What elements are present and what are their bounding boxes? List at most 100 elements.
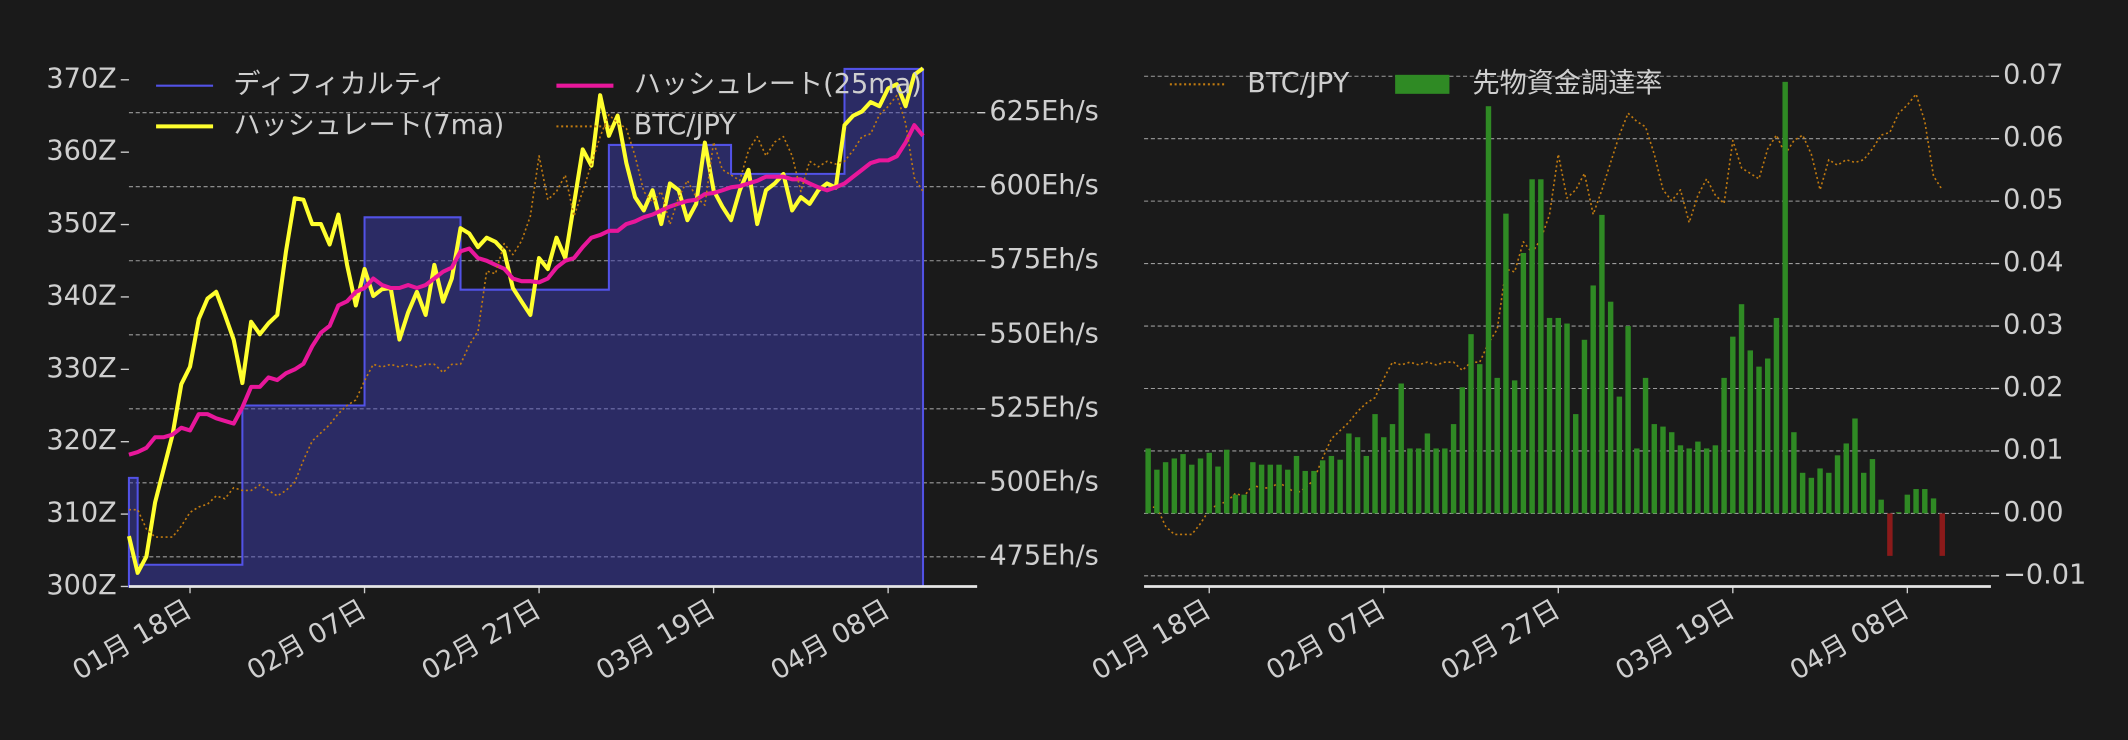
bar — [1407, 448, 1413, 514]
bar — [1302, 470, 1308, 514]
bar — [1852, 418, 1858, 514]
y-tick-label: 360Z — [46, 136, 116, 167]
bar — [1346, 433, 1352, 514]
bar — [1677, 445, 1684, 514]
bar — [1354, 437, 1361, 514]
bar — [1642, 377, 1649, 514]
bar — [1834, 455, 1841, 514]
bar — [1162, 462, 1169, 514]
bar — [1922, 489, 1928, 514]
bar — [1669, 432, 1675, 514]
bar — [1651, 424, 1657, 514]
bar — [1904, 494, 1911, 514]
y-tick-label: 625Eh/s — [989, 96, 1098, 127]
series-line — [1148, 93, 1943, 536]
legend-label: ハッシュレート(7ma) — [233, 110, 504, 141]
bar — [1459, 387, 1466, 514]
y-tick-label: 340Z — [46, 280, 116, 311]
bar — [1520, 252, 1527, 514]
bar — [1791, 432, 1797, 514]
series-line — [126, 66, 925, 575]
y-tick-label: 0.04 — [2003, 247, 2063, 278]
bar — [1738, 304, 1745, 514]
legend-label: BTC/JPY — [634, 110, 736, 141]
bar — [1477, 364, 1483, 514]
bar — [1616, 396, 1623, 514]
bar — [1180, 454, 1186, 514]
y-tick-label: 500Eh/s — [989, 466, 1098, 497]
bar — [1433, 448, 1439, 514]
y-tick-label: 330Z — [46, 353, 116, 384]
y-tick-label: 320Z — [46, 425, 116, 456]
legend-label: ハッシュレート(25ma) — [634, 69, 922, 100]
bar — [1782, 81, 1788, 514]
bar — [1747, 350, 1753, 514]
bar — [1415, 448, 1422, 514]
bar — [1442, 448, 1448, 514]
bar — [1939, 513, 1945, 556]
bar — [1660, 426, 1666, 514]
bar — [1241, 494, 1247, 514]
y-tick-label: 370Z — [46, 63, 116, 94]
y-tick-label: 300Z — [46, 570, 116, 601]
bar — [1311, 470, 1317, 514]
y-tick-label: 550Eh/s — [989, 318, 1098, 349]
bar — [1808, 477, 1815, 514]
bar — [1285, 469, 1291, 514]
bar — [1573, 414, 1579, 514]
bar — [1843, 443, 1849, 514]
bar — [1258, 464, 1265, 514]
bar — [1197, 458, 1204, 514]
bar — [1276, 464, 1282, 514]
bar — [1215, 466, 1221, 514]
bar — [1154, 469, 1160, 514]
y-tick-label: 0.07 — [2003, 60, 2063, 91]
bar — [1555, 317, 1561, 514]
bar — [1250, 462, 1256, 514]
bar — [1765, 358, 1771, 514]
bar — [1267, 464, 1274, 514]
bar — [1363, 455, 1370, 514]
series-line — [128, 123, 925, 457]
y-tick-label: 525Eh/s — [989, 392, 1098, 423]
bar — [1564, 323, 1570, 514]
bar — [1223, 449, 1230, 514]
bar — [1913, 489, 1919, 514]
bar — [1337, 459, 1343, 514]
bar — [1773, 317, 1780, 514]
y-tick-label: 0.03 — [2003, 310, 2063, 341]
bar — [1328, 455, 1335, 514]
legend-label: ディフィカルティ — [233, 69, 446, 100]
bar — [1372, 414, 1378, 514]
bar — [1293, 455, 1300, 514]
bar — [1450, 424, 1457, 514]
bar — [1730, 336, 1736, 514]
y-tick-label: 0.02 — [2003, 372, 2063, 403]
legend-swatch — [1395, 74, 1450, 94]
y-tick-label: 0.06 — [2003, 122, 2063, 153]
bar — [1930, 498, 1937, 514]
bar — [1860, 472, 1867, 514]
bar — [1826, 472, 1832, 514]
bar — [1189, 464, 1195, 514]
y-tick-label: 600Eh/s — [989, 170, 1098, 201]
bar — [1511, 380, 1518, 514]
bar — [1756, 366, 1762, 514]
y-tick-label: 350Z — [46, 208, 116, 239]
y-tick-label: 0.00 — [2003, 497, 2063, 528]
bar — [1712, 445, 1719, 514]
bar — [1599, 214, 1605, 514]
bar — [1468, 334, 1474, 514]
y-tick-label: 0.05 — [2003, 185, 2063, 216]
legend-label: BTC/JPY — [1247, 68, 1349, 99]
bar — [1799, 472, 1806, 514]
bar — [1634, 448, 1640, 514]
bar — [1145, 448, 1151, 514]
bar — [1887, 513, 1893, 556]
bar — [1686, 448, 1692, 514]
bar — [1389, 424, 1396, 514]
bar — [1494, 377, 1500, 514]
bar — [1424, 433, 1431, 514]
